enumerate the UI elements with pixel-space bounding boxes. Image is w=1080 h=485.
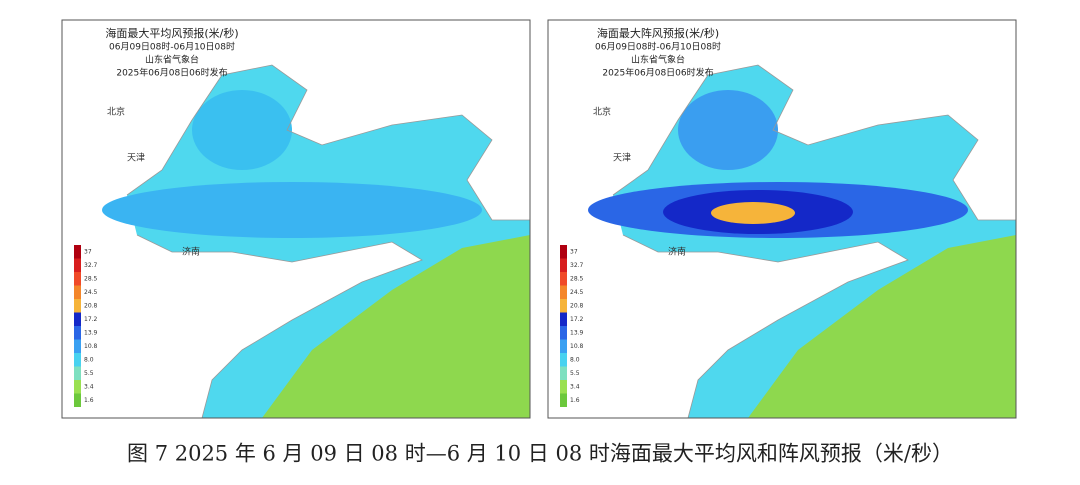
map-title: 海面最大平均风预报(米/秒) [105, 26, 238, 40]
legend-label: 20.8 [84, 303, 98, 310]
legend-swatch [560, 245, 567, 259]
legend-swatch [560, 312, 567, 326]
legend-swatch [560, 285, 567, 299]
legend-label: 3.4 [570, 384, 580, 391]
legend-label: 10.8 [570, 343, 584, 350]
legend-label: 13.9 [84, 330, 98, 337]
coast [126, 64, 530, 418]
frame [547, 19, 1017, 419]
map-issuer: 山东省气象台 [145, 54, 199, 66]
gust-core [711, 202, 795, 224]
map-layer [62, 20, 530, 418]
legend-swatch [74, 245, 81, 259]
legend-label: 32.7 [84, 262, 98, 269]
legend-swatch [560, 339, 567, 353]
legend-swatch [560, 380, 567, 394]
legend-swatch [74, 312, 81, 326]
legend-label: 37 [570, 249, 578, 256]
legend-swatch [560, 393, 567, 407]
wind-band [102, 182, 482, 238]
map-panel: 海面最大阵风预报(米/秒)06月09日08时-06月10日08时山东省气象台20… [547, 19, 1017, 419]
map-period: 06月09日08时-06月10日08时 [595, 41, 721, 53]
legend-label: 3.4 [84, 384, 94, 391]
caption: 图 7 2025 年 6 月 09 日 08 时—6 月 10 日 08 时海面… [127, 442, 953, 466]
legend-label: 13.9 [570, 330, 584, 337]
legend-swatch [560, 299, 567, 313]
legend-swatch [74, 366, 81, 380]
wind-band [678, 90, 778, 170]
sea-green [748, 235, 1016, 418]
legend-swatch [74, 393, 81, 407]
place-name: 北京 [593, 106, 611, 118]
legend-label: 32.7 [570, 262, 584, 269]
legend-swatch [74, 339, 81, 353]
legend-swatch [560, 366, 567, 380]
legend-label: 8.0 [570, 357, 580, 364]
place-name: 天津 [613, 153, 631, 164]
map-issuer: 山东省气象台 [631, 54, 685, 66]
legend-label: 1.6 [84, 397, 94, 404]
map-panel: 海面最大平均风预报(米/秒)06月09日08时-06月10日08时山东省气象台2… [61, 19, 531, 419]
legend-label: 37 [84, 249, 92, 256]
legend-label: 17.2 [84, 316, 98, 323]
legend-swatch [74, 299, 81, 313]
map-layer [548, 20, 1016, 418]
place-name: 北京 [107, 106, 125, 118]
legend-swatch [74, 353, 81, 367]
legend-label: 20.8 [570, 303, 584, 310]
legend-label: 28.5 [570, 276, 584, 283]
legend-swatch [74, 258, 81, 272]
legend-label: 10.8 [84, 343, 98, 350]
legend-label: 5.5 [84, 370, 94, 377]
legend-swatch [74, 272, 81, 286]
map-issued: 2025年06月08日06时发布 [602, 67, 713, 79]
coast [612, 64, 1016, 418]
map-title: 海面最大阵风预报(米/秒) [597, 26, 719, 40]
sea-green [262, 235, 530, 418]
legend-label: 24.5 [570, 289, 584, 296]
legend-swatch [74, 326, 81, 340]
legend-label: 28.5 [84, 276, 98, 283]
place-name: 济南 [668, 246, 686, 258]
legend-swatch [74, 285, 81, 299]
legend-swatch [560, 258, 567, 272]
place-name: 天津 [127, 153, 145, 164]
legend-label: 24.5 [84, 289, 98, 296]
legend-label: 8.0 [84, 357, 94, 364]
map-issued: 2025年06月08日06时发布 [116, 67, 227, 79]
legend-label: 5.5 [570, 370, 580, 377]
place-name: 济南 [182, 246, 200, 258]
map-period: 06月09日08时-06月10日08时 [109, 41, 235, 53]
legend-swatch [560, 272, 567, 286]
legend-swatch [74, 380, 81, 394]
wind-band [192, 90, 292, 170]
legend-swatch [560, 353, 567, 367]
legend-label: 17.2 [570, 316, 584, 323]
legend-label: 1.6 [570, 397, 580, 404]
frame [61, 19, 531, 419]
legend-swatch [560, 326, 567, 340]
